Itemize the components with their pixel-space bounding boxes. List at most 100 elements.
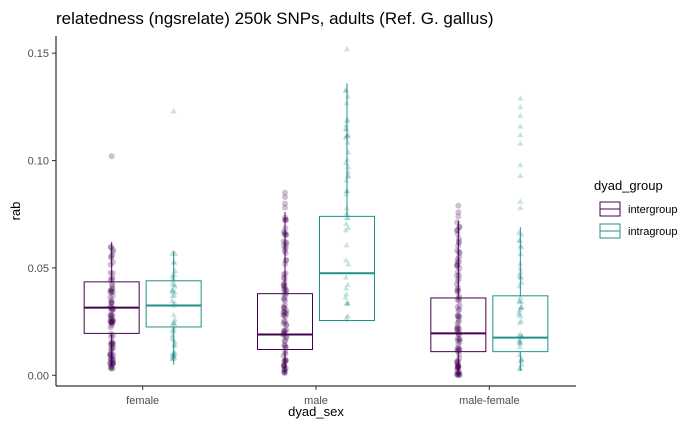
data-point xyxy=(108,334,115,341)
outlier-point xyxy=(517,140,524,146)
data-point xyxy=(280,362,287,369)
data-point xyxy=(280,362,287,369)
outlier-point xyxy=(517,131,524,138)
data-point xyxy=(170,336,177,343)
data-point xyxy=(456,329,463,336)
data-point xyxy=(456,338,463,345)
data-point xyxy=(454,337,461,344)
data-point xyxy=(454,286,461,293)
data-point xyxy=(107,294,114,301)
data-point xyxy=(169,272,176,278)
data-point xyxy=(170,350,177,356)
data-point xyxy=(343,314,350,320)
data-point xyxy=(454,277,461,284)
data-point xyxy=(282,224,289,231)
data-point xyxy=(107,324,114,331)
data-point xyxy=(454,371,461,378)
data-point xyxy=(454,347,461,354)
data-point xyxy=(344,299,351,306)
data-point xyxy=(516,283,523,289)
data-point xyxy=(107,315,114,322)
data-point xyxy=(109,332,116,339)
data-point xyxy=(108,364,115,371)
data-point xyxy=(516,344,523,350)
data-point xyxy=(282,348,289,355)
y-tick-label: 0.10 xyxy=(28,156,49,168)
data-point xyxy=(108,244,115,251)
data-point xyxy=(518,298,525,305)
data-point xyxy=(171,320,178,326)
data-point xyxy=(108,356,115,363)
data-point xyxy=(282,309,289,316)
data-point xyxy=(343,191,350,197)
data-point xyxy=(169,332,176,338)
data-point xyxy=(109,360,116,367)
data-point xyxy=(456,250,463,257)
data-point xyxy=(281,368,288,375)
data-point xyxy=(280,352,287,359)
outlier-point xyxy=(455,213,462,220)
data-point xyxy=(455,238,462,245)
data-point xyxy=(109,360,116,367)
data-point xyxy=(454,362,461,369)
data-point xyxy=(107,351,114,358)
data-point xyxy=(453,281,460,288)
data-point xyxy=(169,350,176,357)
data-point xyxy=(110,305,117,312)
series-intragroup xyxy=(145,45,549,371)
data-point xyxy=(282,250,289,257)
data-point xyxy=(282,216,289,223)
data-point xyxy=(281,358,288,365)
data-point xyxy=(109,251,116,258)
data-point xyxy=(455,288,462,295)
data-point xyxy=(343,126,350,132)
data-point xyxy=(107,312,114,319)
data-point xyxy=(108,312,115,319)
data-point xyxy=(281,367,288,374)
data-point xyxy=(454,258,461,265)
data-point xyxy=(455,318,462,325)
outlier-point xyxy=(517,103,524,110)
data-point xyxy=(283,310,290,317)
data-point xyxy=(342,294,349,300)
data-point xyxy=(281,231,288,238)
data-point xyxy=(455,372,462,379)
data-point xyxy=(283,307,290,314)
data-point xyxy=(456,346,463,353)
data-point xyxy=(110,317,117,324)
data-point xyxy=(169,250,176,256)
outlier-point xyxy=(517,123,524,129)
data-point xyxy=(282,243,289,250)
data-point xyxy=(517,265,524,271)
data-point xyxy=(108,319,115,326)
legend-label: intragroup xyxy=(628,226,678,238)
x-tick-label: male xyxy=(304,395,328,407)
data-point xyxy=(280,312,287,319)
data-point xyxy=(109,276,116,283)
outlier-point xyxy=(517,161,524,168)
data-point xyxy=(455,258,462,265)
data-point xyxy=(110,351,117,358)
data-point xyxy=(171,299,178,305)
data-point xyxy=(108,362,115,369)
data-point xyxy=(342,257,349,263)
data-point xyxy=(342,87,349,93)
data-point xyxy=(107,364,114,371)
data-point xyxy=(281,327,288,334)
data-point xyxy=(517,269,524,275)
data-point xyxy=(108,346,115,353)
outlier-point xyxy=(517,112,524,118)
data-point xyxy=(517,313,524,319)
data-point xyxy=(109,286,116,293)
outlier-point xyxy=(282,194,288,201)
data-point xyxy=(171,350,178,356)
data-point xyxy=(281,341,288,348)
data-point xyxy=(109,356,116,363)
legend-label: intergroup xyxy=(628,204,678,216)
data-point xyxy=(109,311,116,318)
data-point xyxy=(281,296,288,303)
data-point xyxy=(344,133,351,139)
data-point xyxy=(171,349,178,355)
data-point xyxy=(109,306,116,313)
data-point xyxy=(518,361,525,367)
